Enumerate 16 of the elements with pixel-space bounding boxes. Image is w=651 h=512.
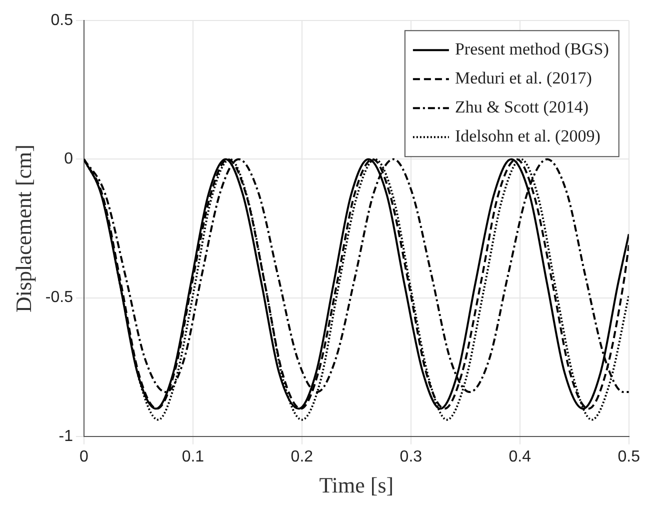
x-tick-label: 0.5 (618, 448, 640, 466)
x-tick-label: 0.3 (400, 448, 422, 466)
y-tick-label: -0.5 (45, 289, 74, 306)
y-tick-label: 0 (64, 150, 74, 168)
y-axis-title: Displacement [cm] (10, 144, 36, 312)
legend-label: Meduri et al. (2017) (454, 68, 592, 88)
x-tick-label: 0 (80, 448, 89, 466)
legend-label: Zhu & Scott (2014) (454, 98, 589, 117)
legend-label: Idelsohn et al. (2009) (454, 126, 600, 146)
x-axis-title: Time [s] (319, 472, 394, 498)
x-tick-label: 0.1 (182, 448, 204, 466)
legend-label: Present method (BGS) (454, 40, 609, 59)
x-tick-label: 0.4 (508, 448, 532, 466)
y-tick-label: -1 (58, 428, 74, 445)
x-tick-label: 0.2 (290, 448, 314, 466)
y-tick-label: 0.5 (50, 12, 74, 30)
